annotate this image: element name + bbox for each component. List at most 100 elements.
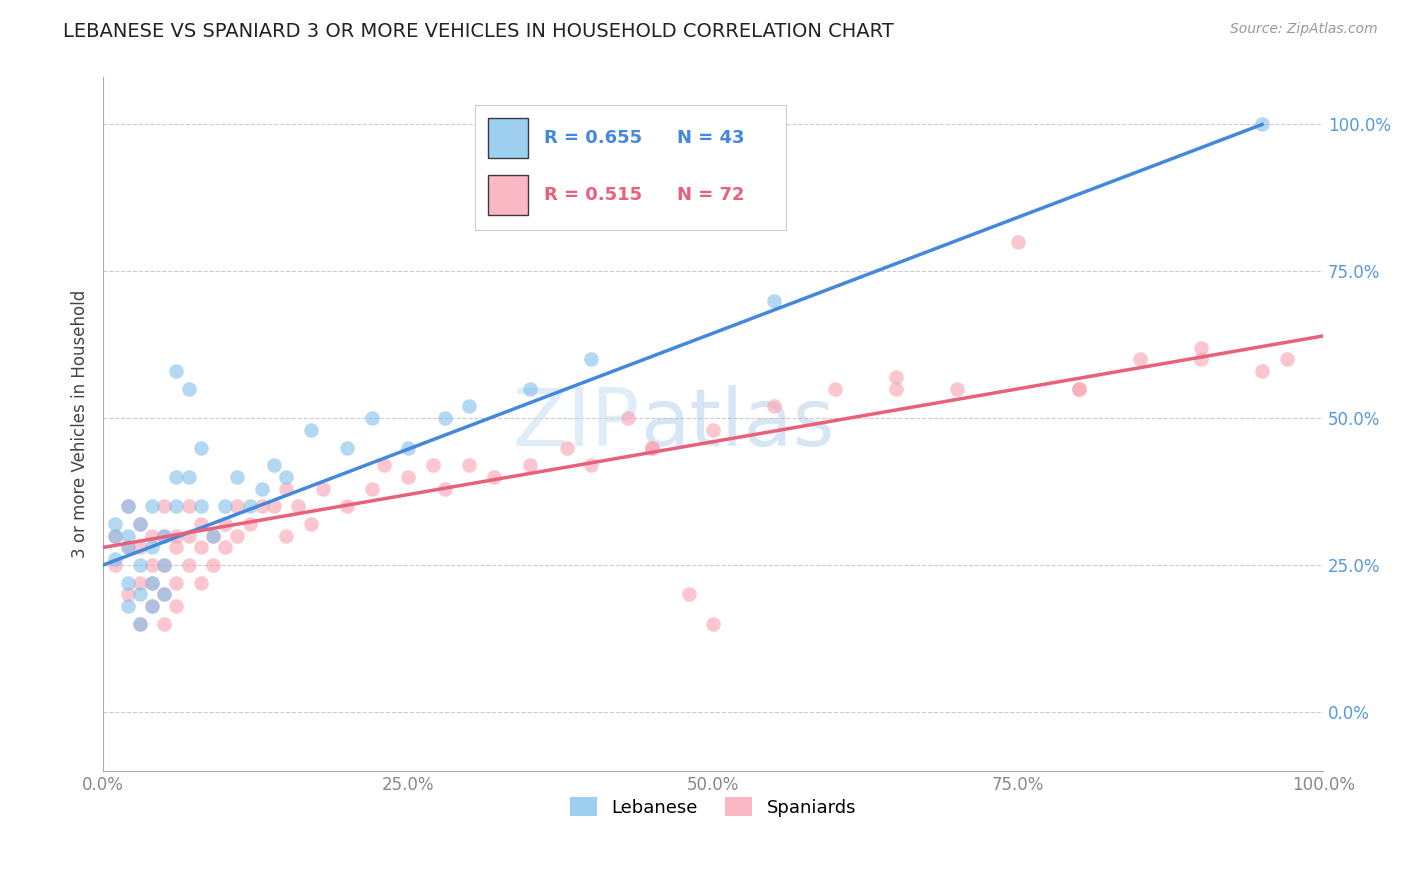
Point — [165, 599, 187, 614]
Point — [763, 293, 786, 308]
Point — [117, 500, 139, 514]
Point — [190, 500, 212, 514]
Point — [1007, 235, 1029, 249]
Legend: Lebanese, Spaniards: Lebanese, Spaniards — [562, 790, 863, 824]
Point — [238, 500, 260, 514]
Point — [763, 400, 786, 414]
Point — [396, 470, 419, 484]
Point — [276, 482, 298, 496]
Point — [177, 382, 200, 396]
Point — [214, 500, 236, 514]
Point — [128, 616, 150, 631]
Point — [276, 470, 298, 484]
Point — [153, 587, 176, 601]
Point — [336, 500, 359, 514]
Point — [373, 458, 395, 473]
Point — [190, 516, 212, 531]
Point — [117, 541, 139, 555]
Point — [519, 458, 541, 473]
Point — [141, 599, 163, 614]
Point — [250, 500, 273, 514]
Point — [299, 423, 322, 437]
Point — [153, 587, 176, 601]
Point — [153, 558, 176, 572]
Point — [165, 364, 187, 378]
Point — [238, 516, 260, 531]
Point — [177, 529, 200, 543]
Point — [165, 541, 187, 555]
Point — [165, 529, 187, 543]
Point — [201, 529, 224, 543]
Point — [128, 516, 150, 531]
Point — [177, 558, 200, 572]
Point — [165, 500, 187, 514]
Point — [1189, 352, 1212, 367]
Text: Source: ZipAtlas.com: Source: ZipAtlas.com — [1230, 22, 1378, 37]
Point — [336, 441, 359, 455]
Point — [104, 552, 127, 566]
Point — [433, 482, 456, 496]
Point — [579, 458, 602, 473]
Point — [190, 441, 212, 455]
Point — [458, 400, 481, 414]
Point — [165, 575, 187, 590]
Point — [117, 541, 139, 555]
Point — [702, 423, 724, 437]
Point — [312, 482, 335, 496]
Point — [702, 616, 724, 631]
Point — [128, 616, 150, 631]
Point — [141, 541, 163, 555]
Point — [214, 516, 236, 531]
Point — [117, 529, 139, 543]
Point — [153, 558, 176, 572]
Point — [519, 382, 541, 396]
Point — [104, 529, 127, 543]
Point — [226, 500, 249, 514]
Point — [360, 411, 382, 425]
Point — [201, 558, 224, 572]
Point — [276, 529, 298, 543]
Point — [641, 441, 664, 455]
Point — [616, 411, 638, 425]
Point — [226, 529, 249, 543]
Point — [678, 587, 700, 601]
Point — [128, 558, 150, 572]
Point — [884, 382, 907, 396]
Point — [153, 616, 176, 631]
Point — [250, 482, 273, 496]
Point — [141, 500, 163, 514]
Point — [1189, 341, 1212, 355]
Y-axis label: 3 or more Vehicles in Household: 3 or more Vehicles in Household — [72, 290, 89, 558]
Point — [201, 529, 224, 543]
Text: ZIP: ZIP — [513, 385, 640, 463]
Point — [153, 529, 176, 543]
Point — [824, 382, 846, 396]
Point — [128, 516, 150, 531]
Point — [1275, 352, 1298, 367]
Point — [141, 575, 163, 590]
Point — [104, 516, 127, 531]
Point — [263, 458, 285, 473]
Point — [141, 599, 163, 614]
Point — [214, 541, 236, 555]
Point — [1251, 364, 1274, 378]
Point — [177, 470, 200, 484]
Point — [226, 470, 249, 484]
Point — [177, 500, 200, 514]
Point — [117, 500, 139, 514]
Point — [1069, 382, 1091, 396]
Point — [482, 470, 505, 484]
Point — [884, 370, 907, 384]
Point — [104, 529, 127, 543]
Point — [458, 458, 481, 473]
Point — [141, 529, 163, 543]
Point — [153, 529, 176, 543]
Point — [117, 575, 139, 590]
Text: LEBANESE VS SPANIARD 3 OR MORE VEHICLES IN HOUSEHOLD CORRELATION CHART: LEBANESE VS SPANIARD 3 OR MORE VEHICLES … — [63, 22, 894, 41]
Point — [263, 500, 285, 514]
Text: atlas: atlas — [640, 385, 834, 463]
Point — [422, 458, 444, 473]
Point — [128, 587, 150, 601]
Point — [190, 541, 212, 555]
Point — [128, 541, 150, 555]
